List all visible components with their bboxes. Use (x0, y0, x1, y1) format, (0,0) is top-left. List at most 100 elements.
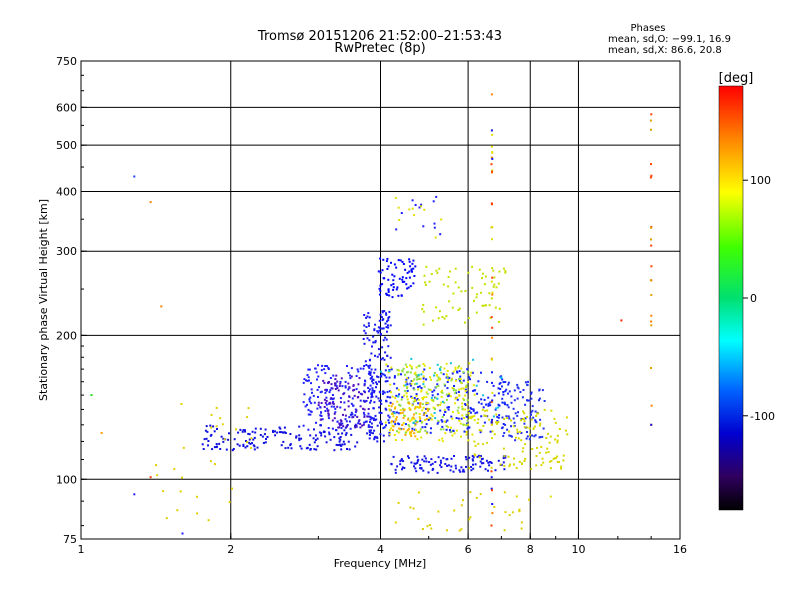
data-point (410, 395, 413, 398)
data-point (272, 431, 275, 433)
data-point (406, 271, 409, 274)
data-point (410, 435, 413, 437)
data-point (432, 200, 435, 203)
data-point (414, 424, 417, 427)
data-point (363, 324, 366, 327)
data-point (359, 399, 362, 402)
data-point (427, 409, 429, 412)
data-point (408, 270, 411, 273)
data-point (394, 468, 397, 471)
data-point (399, 259, 402, 262)
data-point (395, 394, 398, 397)
data-point (207, 440, 210, 442)
data-point (483, 283, 486, 286)
data-point (223, 438, 226, 441)
data-point (409, 265, 412, 268)
data-point (440, 371, 443, 374)
data-point (334, 384, 337, 387)
data-point (473, 415, 476, 417)
data-point (417, 373, 420, 376)
data-point (345, 432, 348, 435)
data-point (320, 369, 323, 372)
data-point (532, 427, 535, 430)
data-point (280, 431, 283, 434)
data-point (401, 278, 404, 281)
data-point (377, 376, 380, 379)
data-point (465, 391, 468, 394)
data-point (339, 380, 342, 383)
data-point (441, 389, 443, 392)
data-point (371, 345, 373, 348)
data-point (401, 396, 404, 399)
data-point (363, 365, 366, 367)
data-point (367, 396, 369, 399)
data-point (380, 358, 383, 361)
data-point (419, 428, 422, 431)
data-point (410, 357, 413, 360)
data-point (213, 430, 216, 433)
data-point (395, 288, 398, 291)
data-point (491, 489, 493, 492)
data-point (452, 292, 455, 295)
data-point (491, 381, 493, 384)
data-point (458, 370, 461, 373)
data-point (483, 304, 486, 307)
data-point (437, 317, 440, 320)
data-point (100, 432, 103, 434)
data-point (388, 390, 391, 393)
data-point (526, 383, 529, 386)
data-point (324, 435, 327, 438)
data-point (385, 424, 387, 427)
data-point (459, 378, 462, 381)
data-point (407, 424, 410, 426)
data-point (463, 470, 466, 473)
data-point (439, 404, 442, 406)
data-point (450, 415, 453, 418)
data-point (316, 407, 319, 410)
data-point (345, 420, 348, 423)
data-point (503, 529, 506, 532)
data-point (408, 425, 411, 428)
data-point (452, 389, 455, 392)
data-point (497, 421, 500, 424)
data-point (215, 446, 218, 449)
data-point (205, 437, 208, 440)
data-point (333, 405, 336, 408)
data-point (366, 415, 369, 418)
data-point (390, 284, 393, 287)
data-point (413, 407, 416, 410)
data-point (524, 403, 527, 406)
data-point (324, 365, 327, 367)
data-point (354, 411, 357, 414)
data-point (549, 435, 552, 438)
data-point (406, 383, 409, 386)
data-point (399, 463, 402, 466)
data-point (317, 401, 320, 404)
data-point (384, 322, 387, 325)
y-tick-label: 500 (56, 139, 77, 152)
data-point (445, 425, 448, 428)
data-point (499, 463, 502, 466)
data-point (428, 408, 431, 411)
data-point (463, 430, 466, 433)
data-point (359, 405, 362, 408)
data-point (413, 378, 416, 381)
data-point (453, 455, 455, 457)
data-point (235, 428, 237, 431)
data-point (440, 218, 443, 221)
data-point (412, 267, 415, 270)
data-point (516, 386, 519, 389)
data-point (205, 425, 208, 428)
data-point (404, 363, 407, 366)
data-point (374, 323, 377, 326)
data-point (410, 365, 413, 368)
data-point (496, 420, 499, 422)
data-point (440, 395, 443, 398)
data-point (404, 380, 407, 383)
data-point (456, 398, 459, 401)
data-point (530, 391, 533, 394)
data-point (486, 380, 489, 383)
data-point (472, 384, 475, 387)
data-point (535, 455, 538, 457)
data-point (357, 383, 360, 386)
